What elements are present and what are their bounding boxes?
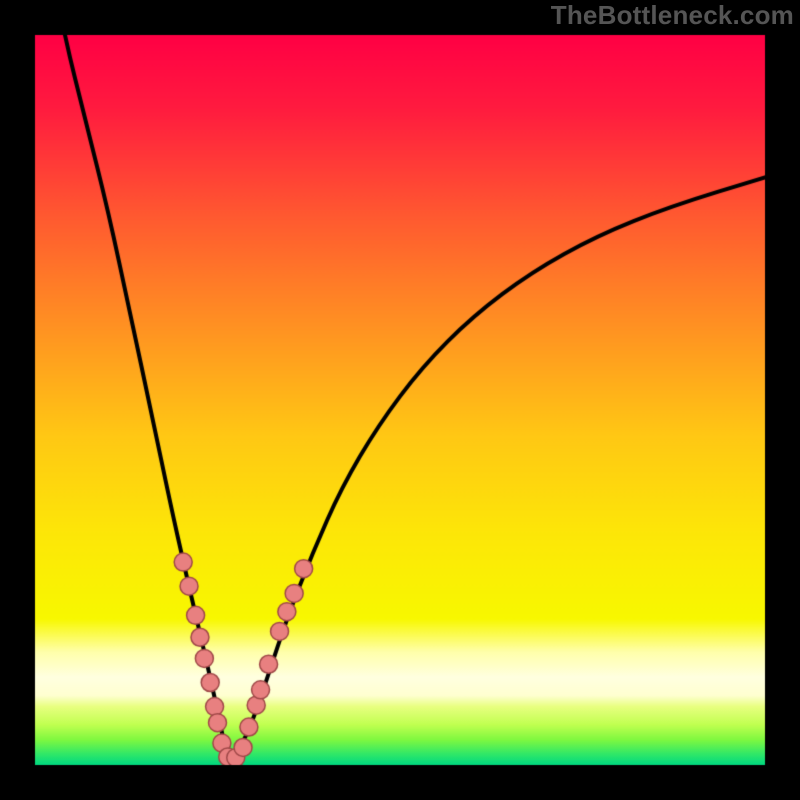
- chart-container: TheBottleneck.com: [0, 0, 800, 800]
- watermark-text: TheBottleneck.com: [551, 0, 794, 31]
- bottleneck-plot-canvas: [0, 0, 800, 800]
